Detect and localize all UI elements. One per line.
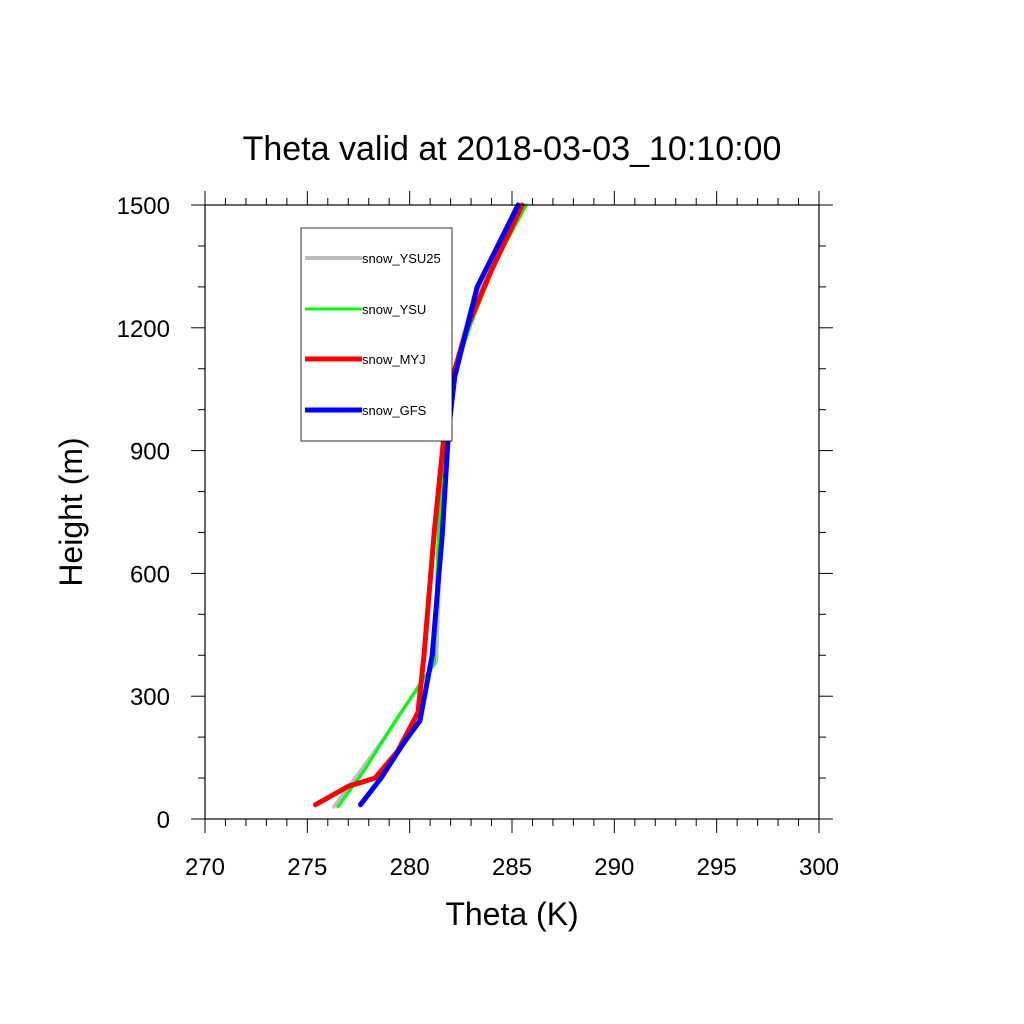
x-tick-label: 270 (185, 854, 225, 881)
ticks-layer: 270 275 280 285 290 295 300 0 300 600 900 1200 1500 (117, 191, 839, 881)
legend-label: snow_GFS (362, 403, 427, 418)
y-tick-label: 300 (130, 684, 170, 711)
legend-box (300, 227, 453, 442)
x-tick-label: 290 (594, 854, 634, 881)
y-axis-label: Height (m) (53, 437, 89, 586)
x-tick-label: 275 (287, 854, 327, 881)
legend: snow_YSU25 snow_YSU snow_MYJ snow_GFS (300, 227, 453, 442)
x-tick-label: 300 (799, 854, 839, 881)
y-tick-label: 600 (130, 561, 170, 588)
series-line-snow_GFS (358, 202, 521, 808)
lines-layer (313, 202, 528, 809)
legend-label: snow_YSU (362, 302, 426, 317)
y-tick-label: 1200 (117, 316, 170, 343)
x-tick-label: 285 (492, 854, 532, 881)
plot-frame (204, 204, 820, 820)
y-tick-label: 1500 (117, 193, 170, 220)
x-axis-label: Theta (K) (445, 896, 578, 932)
legend-label: snow_MYJ (362, 352, 426, 367)
chart-title: Theta valid at 2018-03-03_10:10:00 (243, 130, 782, 168)
y-tick-label: 0 (157, 807, 170, 834)
x-tick-label: 295 (697, 854, 737, 881)
legend-label: snow_YSU25 (362, 251, 441, 266)
y-tick-label: 900 (130, 439, 170, 466)
x-tick-label: 280 (390, 854, 430, 881)
